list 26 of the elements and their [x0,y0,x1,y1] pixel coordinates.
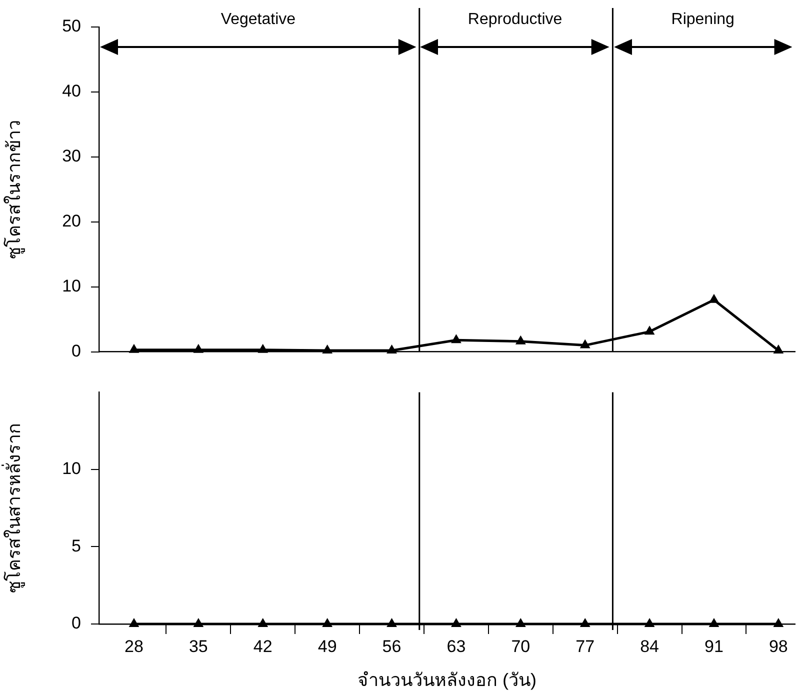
annotation: Ripening [670,10,736,30]
x-axis-title: จำนวนวันหลังงอก (วัน) [358,670,536,690]
y-tick-label: 30 [62,146,81,166]
y-tick-label: 10 [62,276,81,296]
y-tick-label: 0 [72,614,81,633]
x-tick-label: 49 [318,636,337,656]
annotation: Reproductive [466,10,564,30]
x-tick-label: 98 [768,636,788,656]
x-tick-label: 28 [124,636,144,656]
y-axis-title: ซูโครสในสารหลั่งราก [0,423,25,594]
x-tick-label: 56 [382,636,402,656]
y-tick-label: 20 [62,212,81,231]
y-tick-label: 50 [62,16,81,36]
x-tick-label: 70 [511,636,530,656]
y-axis-title: ซูโครสในรากข้าว [2,120,25,259]
x-tick-label: 63 [446,636,466,656]
y-tick-label: 0 [72,341,81,360]
x-tick-label: 84 [640,636,659,656]
annotation: Vegetative [220,10,297,30]
x-tick-label: 35 [188,636,208,656]
y-tick-label: 40 [62,82,81,101]
x-tick-label: 77 [576,636,595,656]
x-tick-label: 42 [253,636,272,656]
x-tick-label: 91 [704,636,724,656]
y-tick-label: 10 [62,459,81,478]
y-tick-label: 5 [72,536,81,556]
